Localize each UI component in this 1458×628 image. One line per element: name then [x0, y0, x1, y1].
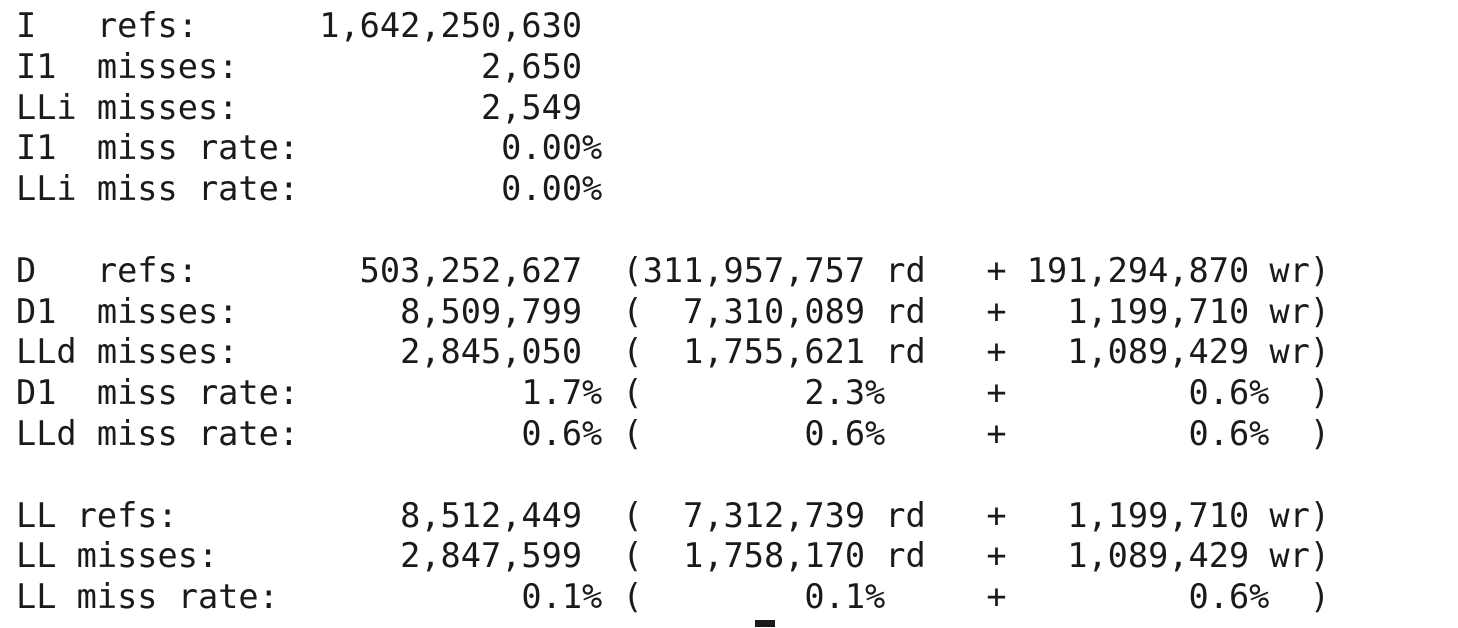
output-line-d1-misses: D1 misses: 8,509,799 ( 7,310,089 rd + 1,…: [16, 291, 1331, 331]
output-line-i1-miss-rate: I1 miss rate: 0.00%: [16, 128, 603, 168]
output-line-d1-miss-rate: D1 miss rate: 1.7% ( 2.3% + 0.6% ): [16, 373, 1331, 413]
output-line-i-refs: I refs: 1,642,250,630: [16, 6, 583, 45]
output-line-blank: [16, 455, 1330, 496]
output-line-lld-misses: LLd misses: 2,845,050 ( 1,755,621 rd + 1…: [16, 332, 1331, 372]
text-cursor: [755, 620, 775, 627]
output-line-i1-misses: I1 misses: 2,650: [16, 46, 583, 86]
output-line-lli-misses: LLi misses: 2,549: [16, 87, 583, 127]
output-line-ll-misses: LL misses: 2,847,599 ( 1,758,170 rd + 1,…: [16, 536, 1331, 576]
output-line-d-refs: D refs: 503,252,627 (311,957,757 rd + 19…: [16, 250, 1331, 290]
output-line-lld-miss-rate: LLd miss rate: 0.6% ( 0.6% + 0.6% ): [16, 413, 1331, 453]
terminal-output: I refs: 1,642,250,630 I1 misses: 2,650 LLi…: [16, 6, 1330, 618]
output-line-blank: [16, 210, 1330, 251]
output-line-lli-miss-rate: LLi miss rate: 0.00%: [16, 169, 603, 209]
output-line-ll-miss-rate: LL miss rate: 0.1% ( 0.1% + 0.6% ): [16, 577, 1331, 617]
output-line-ll-refs: LL refs: 8,512,449 ( 7,312,739 rd + 1,19…: [16, 495, 1331, 535]
